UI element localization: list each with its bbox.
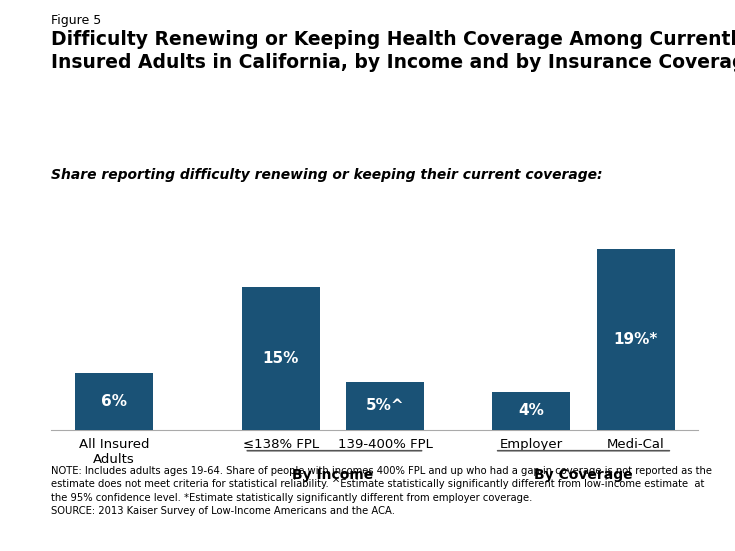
Bar: [75, 372, 153, 430]
Text: Share reporting difficulty renewing or keeping their current coverage:: Share reporting difficulty renewing or k…: [51, 168, 603, 182]
Bar: [242, 287, 320, 430]
Bar: [597, 249, 675, 430]
Text: Figure 5: Figure 5: [51, 14, 101, 27]
Text: 19%*: 19%*: [614, 332, 658, 347]
Bar: [346, 382, 424, 430]
Text: Difficulty Renewing or Keeping Health Coverage Among Currently
Insured Adults in: Difficulty Renewing or Keeping Health Co…: [51, 30, 735, 72]
Text: By Coverage: By Coverage: [534, 468, 633, 482]
Text: NOTE: Includes adults ages 19-64. Share of people with incomes 400% FPL and up w: NOTE: Includes adults ages 19-64. Share …: [51, 466, 712, 516]
Text: 6%: 6%: [101, 394, 127, 409]
Text: 15%: 15%: [263, 351, 299, 366]
Text: By Income: By Income: [293, 468, 373, 482]
Bar: [492, 392, 570, 430]
Text: 5%^: 5%^: [366, 398, 404, 413]
Text: THE HENRY J.
KAISER
FAMILY
FOUNDATION: THE HENRY J. KAISER FAMILY FOUNDATION: [630, 495, 689, 541]
Text: 4%: 4%: [518, 403, 545, 418]
